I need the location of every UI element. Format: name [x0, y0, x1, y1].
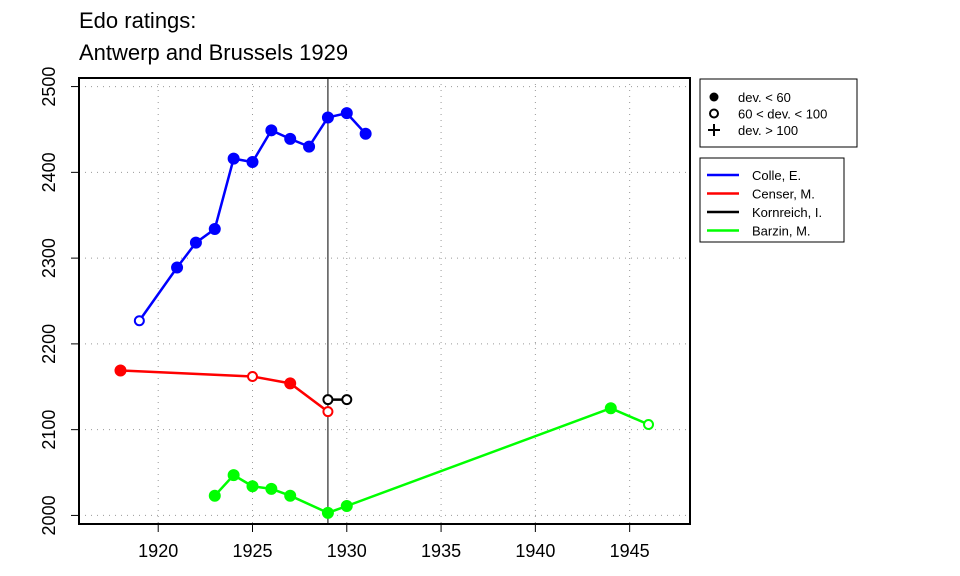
y-tick-label: 2100 [39, 410, 59, 450]
data-point [246, 156, 259, 169]
series-legend-label: Barzin, M. [752, 224, 811, 239]
y-tick-label: 2500 [39, 67, 59, 107]
chart-title-line-1: Edo ratings: [79, 8, 197, 33]
chart-title-line-2: Antwerp and Brussels 1929 [79, 40, 349, 65]
data-point [643, 419, 655, 431]
series-legend-label: Colle, E. [752, 168, 801, 183]
data-point [321, 506, 334, 519]
marker-legend-label: dev. > 100 [738, 123, 798, 138]
series-legend-label: Censer, M. [752, 187, 815, 202]
data-point [133, 315, 145, 327]
y-tick-label: 2400 [39, 152, 59, 192]
series-group [114, 107, 655, 519]
y-axis: 2000 2100 2200 2300 2400 2500 [39, 67, 80, 535]
data-point [303, 140, 316, 153]
data-point [284, 489, 297, 502]
data-point [265, 482, 278, 495]
series-legend-box [699, 157, 845, 243]
series-line [120, 369, 329, 413]
data-point [227, 469, 240, 482]
data-point [114, 364, 127, 377]
data-point [246, 480, 259, 493]
y-tick-label: 2300 [39, 238, 59, 278]
filled-circle-icon [709, 92, 719, 102]
data-point [322, 394, 334, 406]
marker-legend-box [699, 78, 858, 148]
open-circle-icon [709, 108, 719, 119]
x-tick-label: 1930 [327, 541, 367, 561]
data-point [246, 370, 258, 382]
data-point [284, 377, 297, 390]
series-line [213, 406, 650, 515]
x-tick-label: 1940 [515, 541, 555, 561]
data-point [341, 394, 353, 406]
data-point [208, 222, 221, 235]
data-point [359, 127, 372, 140]
data-point [227, 152, 240, 165]
x-tick-label: 1935 [421, 541, 461, 561]
x-axis: 1920 1925 1930 1935 1940 1945 [138, 523, 650, 561]
series-legend-label: Kornreich, I. [752, 205, 822, 220]
data-point [321, 111, 334, 124]
data-point [322, 406, 334, 418]
data-point [265, 124, 278, 137]
data-point [284, 132, 297, 145]
grid-lines [79, 78, 690, 524]
series-legend: Colle, E. Censer, M. Kornreich, I. Barzin, … [699, 157, 845, 243]
data-point [171, 261, 184, 274]
data-point [340, 499, 353, 512]
x-tick-label: 1925 [232, 541, 272, 561]
marker-legend-label: 60 < dev. < 100 [738, 107, 827, 122]
data-point [208, 489, 221, 502]
x-tick-label: 1945 [610, 541, 650, 561]
plot-frame [78, 77, 691, 525]
y-tick-label: 2000 [39, 495, 59, 535]
marker-legend-label: dev. < 60 [738, 90, 791, 105]
data-point [189, 236, 202, 249]
data-point [340, 107, 353, 120]
x-tick-label: 1920 [138, 541, 178, 561]
data-point [604, 402, 617, 415]
y-tick-label: 2200 [39, 324, 59, 364]
